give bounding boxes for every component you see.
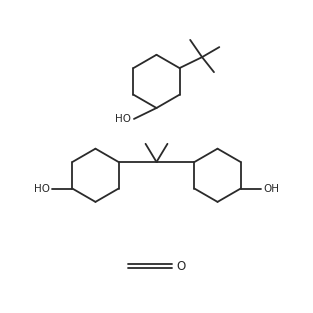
Text: OH: OH (264, 184, 280, 193)
Text: O: O (177, 259, 186, 273)
Text: HO: HO (33, 184, 49, 193)
Text: HO: HO (115, 114, 131, 124)
